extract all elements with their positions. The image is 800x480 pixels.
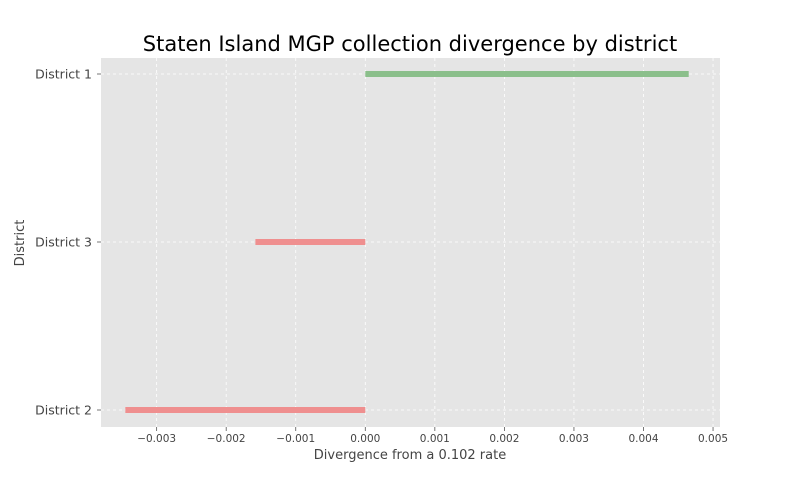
bars (125, 71, 689, 413)
y-tick-label: District 2 (35, 403, 92, 418)
y-axis-label: District (13, 220, 28, 267)
x-tick-label: 0.001 (420, 433, 450, 445)
bar-district-2 (125, 407, 366, 413)
bar-district-1 (365, 71, 689, 77)
bar-district-3 (255, 239, 366, 245)
plot-area (101, 58, 720, 427)
y-tick-label: District 3 (35, 235, 92, 250)
x-tick-label: 0.005 (698, 433, 728, 445)
y-axis-ticks: District 1 District 3 District 2 (35, 67, 101, 418)
x-tick-label: 0.003 (559, 433, 589, 445)
y-tick-label: District 1 (35, 67, 92, 82)
x-tick-label: −0.003 (137, 433, 176, 445)
x-axis-label: Divergence from a 0.102 rate (314, 448, 506, 463)
chart-title: Staten Island MGP collection divergence … (143, 32, 677, 56)
x-tick-label: 0.004 (628, 433, 658, 445)
x-tick-label: 0.000 (350, 433, 380, 445)
x-tick-label: 0.002 (489, 433, 519, 445)
x-tick-label: −0.002 (207, 433, 246, 445)
x-axis-ticks: −0.003 −0.002 −0.001 0.000 0.001 0.002 0.003 0.… (137, 427, 728, 445)
x-tick-label: −0.001 (276, 433, 315, 445)
